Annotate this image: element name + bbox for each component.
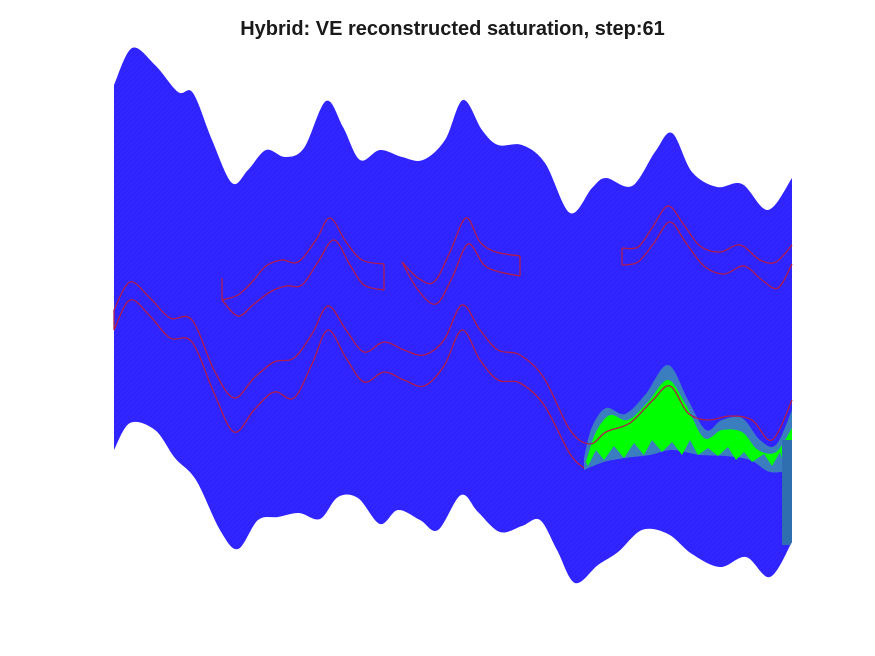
- layer-outline: [113, 299, 585, 469]
- layer-outline: [401, 243, 521, 305]
- layer-outline: [113, 281, 793, 445]
- layer-outline: [621, 221, 793, 290]
- layer-outline: [221, 239, 385, 317]
- co2-plume: [584, 364, 792, 545]
- plume-core: [586, 379, 792, 470]
- layer-outline: [401, 217, 521, 285]
- layer-outline: [221, 217, 385, 301]
- chart-title: Hybrid: VE reconstructed saturation, ste…: [240, 18, 665, 40]
- reservoir-domain: [114, 47, 792, 584]
- layer-outlines: [113, 205, 793, 469]
- layer-outline: [621, 205, 793, 264]
- boundary-column: [782, 440, 792, 545]
